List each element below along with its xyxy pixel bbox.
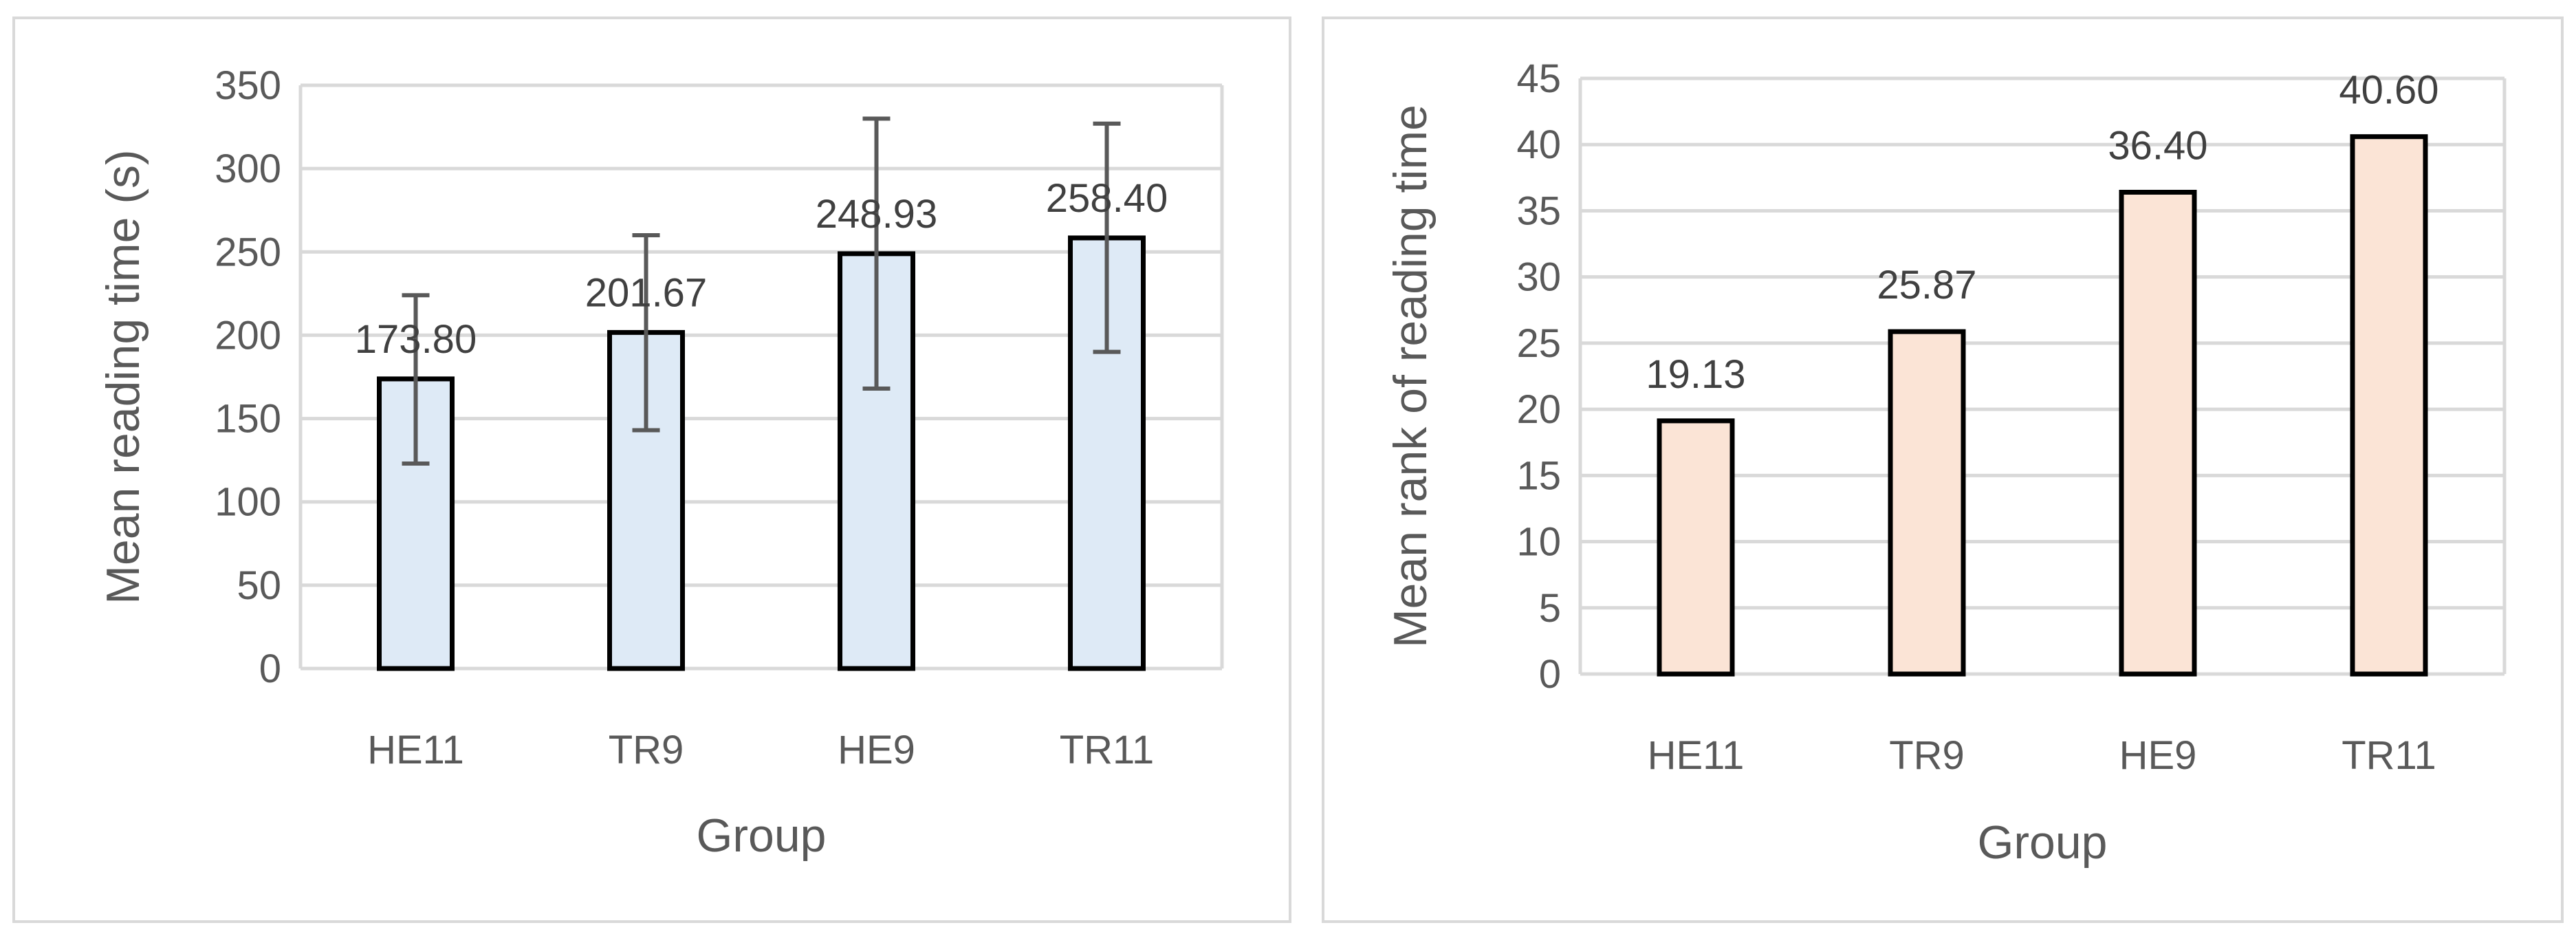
chart-2-bar-tr9 (1888, 329, 1966, 677)
chart-1-data-label-he11: 173.80 (355, 317, 477, 362)
chart-2-ytick-label-2: 10 (1516, 520, 1561, 565)
chart-1-ytick-label-3: 150 (215, 397, 281, 442)
chart-1-error-bar-tr11 (1093, 121, 1121, 354)
chart-1-category-label-tr11: TR11 (1060, 728, 1155, 772)
chart-2-ytick-label-1: 5 (1539, 586, 1561, 631)
chart-1-ytick-label-7: 350 (215, 63, 281, 108)
chart-2-ytick-label-6: 30 (1516, 255, 1561, 300)
chart-2-ytick-label-9: 45 (1516, 56, 1561, 101)
chart-1-bar-he9 (838, 251, 915, 671)
chart-2-ytick-label-7: 35 (1516, 188, 1561, 233)
chart-1-category-label-he11: HE11 (367, 728, 464, 772)
chart-1-ytick-label-6: 300 (215, 146, 281, 191)
chart-2-bar-he11 (1657, 418, 1735, 677)
chart-1-ytick-label-4: 200 (215, 313, 281, 358)
chart-2-data-label-he9: 36.40 (2108, 124, 2207, 169)
chart-2-ytick-label-0: 0 (1539, 652, 1561, 697)
rank-reading-time-bar-chart: 0 5 10 15 20 25 30 35 40 45 HE11 19.13 TR9 25.87 HE9 36… (1384, 56, 2507, 869)
chart-2-category-label-he9: HE9 (2119, 733, 2197, 778)
chart-2-data-label-tr9: 25.87 (1877, 263, 1976, 307)
chart-1-error-bar-tr9 (632, 233, 660, 433)
chart-2-ytick-label-8: 40 (1516, 122, 1561, 167)
chart-1-data-label-tr9: 201.67 (585, 270, 707, 315)
chart-1-ytick-label-0: 0 (259, 647, 281, 691)
chart-2-bar-he9 (2119, 190, 2197, 677)
chart-1-category-label-he9: HE9 (838, 728, 915, 772)
chart-1-x-axis-title: Group (697, 810, 827, 862)
chart-1-category-label-tr9: TR9 (609, 728, 684, 772)
reading-time-bar-chart: 0 50 100 150 200 250 300 350 HE11 173.80 TR9 201.67… (97, 63, 1224, 862)
chart-1-error-bar-he11 (402, 293, 430, 466)
chart-2-category-label-tr11: TR11 (2342, 733, 2436, 778)
chart-panel-reading-time: 0 50 100 150 200 250 300 350 HE11 173.80 TR9 201.67… (12, 17, 1291, 923)
chart-2-ytick-label-5: 25 (1516, 321, 1561, 366)
chart-panel-rank-reading-time: 0 5 10 15 20 25 30 35 40 45 HE11 19.13 TR9 25.87 HE9 36… (1322, 17, 2564, 923)
chart-2-y-axis-title: Mean rank of reading time (1384, 105, 1437, 648)
chart-1-data-label-tr11: 258.40 (1046, 176, 1168, 221)
chart-2-category-label-he11: HE11 (1648, 733, 1745, 778)
chart-1-data-label-he9: 248.93 (816, 192, 937, 237)
chart-2-category-label-tr9: TR9 (1889, 733, 1965, 778)
chart-1-y-axis-title: Mean reading time (s) (97, 149, 149, 604)
chart-1-error-bar-he9 (862, 116, 891, 391)
chart-1-ytick-label-1: 50 (237, 563, 281, 608)
chart-1-ytick-label-2: 100 (215, 480, 281, 525)
chart-1-ytick-label-5: 250 (215, 230, 281, 274)
chart-2-ytick-label-3: 15 (1516, 453, 1561, 498)
chart-2-data-label-tr11: 40.60 (2339, 68, 2438, 113)
chart-2-bar-tr11 (2350, 134, 2428, 677)
chart-2-data-label-he11: 19.13 (1646, 352, 1745, 397)
chart-2-x-axis-title: Group (1978, 816, 2108, 869)
chart-2-ytick-label-4: 20 (1516, 387, 1561, 432)
